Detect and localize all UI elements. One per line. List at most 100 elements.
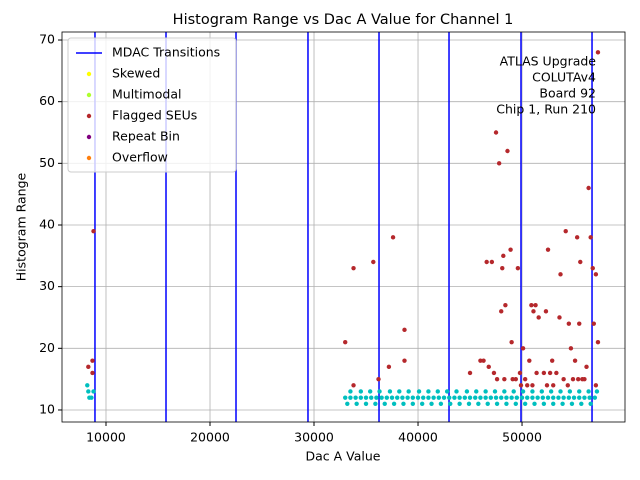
point bbox=[532, 401, 537, 407]
point bbox=[556, 395, 561, 400]
x-tick-label: 20000 bbox=[190, 430, 230, 445]
point bbox=[438, 401, 444, 407]
point bbox=[591, 321, 596, 326]
point bbox=[397, 389, 402, 394]
point bbox=[584, 364, 589, 370]
point bbox=[374, 395, 379, 400]
point bbox=[505, 148, 510, 154]
point bbox=[514, 395, 520, 400]
point bbox=[345, 401, 350, 407]
annotation: COLUTAv4 bbox=[532, 70, 596, 85]
point bbox=[454, 389, 459, 394]
point bbox=[563, 228, 568, 234]
point bbox=[517, 370, 523, 376]
point bbox=[473, 395, 478, 400]
point bbox=[540, 395, 546, 400]
point bbox=[545, 395, 551, 400]
point bbox=[571, 395, 577, 400]
point bbox=[343, 339, 348, 345]
point bbox=[436, 395, 442, 400]
point bbox=[444, 389, 450, 394]
point bbox=[509, 339, 514, 345]
x-tick-label: 50000 bbox=[502, 430, 542, 445]
point bbox=[549, 358, 555, 363]
point bbox=[389, 395, 395, 400]
point bbox=[351, 265, 356, 271]
point bbox=[86, 389, 91, 394]
point bbox=[504, 395, 509, 400]
point bbox=[343, 395, 348, 400]
point bbox=[494, 401, 500, 407]
point bbox=[541, 401, 547, 407]
point bbox=[586, 185, 591, 191]
point bbox=[91, 389, 96, 394]
point bbox=[547, 370, 553, 376]
point bbox=[483, 389, 488, 394]
point bbox=[447, 395, 452, 400]
point bbox=[593, 383, 599, 388]
y-tick-label: 70 bbox=[39, 32, 55, 47]
point bbox=[518, 383, 524, 388]
point bbox=[567, 389, 573, 394]
point bbox=[579, 401, 584, 407]
point bbox=[566, 395, 572, 400]
point bbox=[502, 389, 507, 394]
point bbox=[525, 395, 530, 400]
point bbox=[544, 383, 550, 388]
point bbox=[395, 395, 400, 400]
point bbox=[384, 395, 390, 400]
point bbox=[441, 395, 447, 400]
point bbox=[508, 247, 513, 252]
point bbox=[530, 389, 535, 394]
point bbox=[513, 376, 518, 382]
legend-marker bbox=[86, 71, 92, 77]
point bbox=[590, 265, 595, 271]
x-tick-label: 40000 bbox=[398, 430, 438, 445]
x-tick-label: 10000 bbox=[86, 430, 126, 445]
point bbox=[557, 315, 562, 320]
x-axis-label: Dac A Value bbox=[306, 449, 381, 464]
y-tick-label: 30 bbox=[39, 278, 55, 293]
point bbox=[488, 395, 494, 400]
point bbox=[558, 272, 563, 277]
point bbox=[484, 259, 489, 265]
point bbox=[373, 401, 378, 407]
legend-label: MDAC Transitions bbox=[112, 45, 220, 60]
point bbox=[476, 401, 481, 407]
point bbox=[496, 161, 502, 166]
point bbox=[491, 370, 497, 376]
point bbox=[510, 376, 515, 382]
chart-title: Histogram Range vs Dac A Value for Chann… bbox=[173, 12, 514, 28]
point bbox=[406, 389, 411, 394]
point bbox=[534, 370, 539, 376]
point bbox=[369, 395, 374, 400]
point bbox=[379, 395, 384, 400]
point bbox=[401, 401, 406, 407]
point bbox=[390, 235, 396, 240]
point bbox=[494, 376, 500, 382]
point bbox=[568, 346, 574, 351]
point bbox=[582, 376, 587, 382]
point bbox=[391, 401, 397, 407]
point bbox=[569, 401, 575, 407]
point bbox=[351, 383, 356, 388]
point bbox=[382, 401, 387, 407]
point bbox=[531, 309, 536, 314]
point bbox=[533, 302, 538, 308]
point bbox=[478, 395, 483, 400]
point bbox=[416, 389, 422, 394]
point bbox=[499, 395, 504, 400]
point bbox=[493, 130, 499, 135]
point bbox=[353, 395, 358, 400]
point bbox=[410, 395, 416, 400]
point bbox=[536, 315, 541, 320]
point bbox=[539, 389, 544, 394]
point bbox=[543, 309, 549, 314]
point bbox=[551, 383, 556, 388]
point bbox=[530, 395, 535, 400]
point bbox=[462, 395, 468, 400]
y-tick-label: 20 bbox=[39, 340, 55, 355]
point bbox=[486, 364, 491, 370]
point bbox=[551, 401, 556, 407]
point bbox=[575, 376, 581, 382]
